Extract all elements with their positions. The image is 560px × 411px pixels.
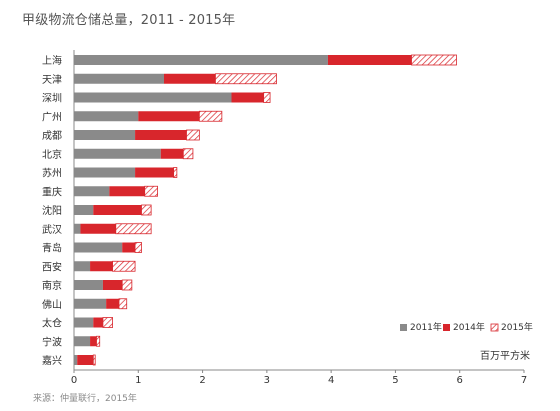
x-tick-label: 4: [328, 375, 334, 386]
x-tick-label: 2: [199, 375, 205, 386]
bar-2015: [182, 148, 194, 160]
bar-2011: [74, 355, 78, 365]
bar-2015: [198, 110, 223, 122]
category-label: 青岛: [42, 242, 62, 255]
bar-2015: [121, 279, 133, 291]
x-tick-label: 3: [264, 375, 270, 386]
bar-2015: [173, 167, 178, 178]
bar-2011: [74, 280, 103, 290]
bar-2011: [74, 186, 110, 197]
category-label: 北京: [42, 148, 62, 161]
bar-2011: [74, 205, 94, 215]
bar-2015: [141, 204, 152, 216]
bar-2014: [160, 148, 184, 159]
category-label: 嘉兴: [42, 354, 62, 367]
category-label: 广州: [42, 111, 62, 123]
bar-2014: [327, 55, 412, 65]
bar-2011: [74, 148, 161, 159]
category-label: 重庆: [42, 185, 62, 198]
bar-2011: [74, 55, 328, 65]
bar-2015: [411, 54, 457, 66]
bar-2015: [134, 242, 142, 253]
category-label: 太仓: [42, 317, 62, 330]
bar-2011: [74, 317, 94, 328]
x-tick-label: 0: [71, 375, 77, 386]
bar-2014: [90, 336, 97, 347]
category-label: 上海: [42, 54, 62, 67]
bar-2011: [74, 130, 136, 140]
x-tick-label: 7: [521, 375, 527, 386]
bar-2014: [93, 317, 103, 328]
bar-2014: [231, 92, 264, 103]
bar-2014: [90, 261, 113, 272]
legend-label-2014: 2014年: [453, 321, 485, 333]
bar-2014: [93, 205, 142, 215]
bars-group: [74, 54, 457, 366]
bar-2015: [144, 185, 158, 197]
category-label: 南京: [42, 279, 62, 292]
bar-2015: [102, 317, 113, 328]
bar-2011: [74, 223, 81, 234]
bar-2014: [138, 111, 200, 122]
category-label: 苏州: [42, 167, 62, 180]
category-label: 成都: [42, 130, 62, 142]
legend-label-2015: 2015年: [501, 321, 533, 333]
bar-2015: [112, 260, 136, 272]
legend: 2011年 2014年 2015年: [400, 321, 533, 333]
bar-2015: [118, 298, 128, 310]
category-label: 沈阳: [42, 204, 62, 217]
category-label: 佛山: [42, 298, 62, 311]
x-tick-label: 6: [457, 375, 463, 386]
bar-2014: [80, 223, 116, 234]
bar-2015: [263, 92, 271, 103]
category-label: 武汉: [42, 223, 62, 236]
bar-2011: [74, 73, 164, 84]
bar-2014: [164, 73, 216, 84]
bar-2014: [122, 242, 136, 253]
bar-2011: [74, 242, 123, 253]
bar-2011: [74, 167, 136, 178]
x-tick-label: 1: [135, 375, 141, 386]
category-label: 西安: [42, 260, 62, 273]
bar-2011: [74, 111, 139, 122]
bar-2015: [186, 129, 200, 141]
bar-2011: [74, 298, 107, 309]
category-label: 宁波: [42, 335, 62, 348]
bar-2014: [135, 167, 174, 178]
bar-2014: [102, 280, 123, 290]
bar-2014: [135, 130, 187, 140]
legend-swatch-2014: [443, 324, 450, 331]
x-axis: 0 1 2 3 4 5 6 7: [71, 50, 527, 386]
legend-label-2011: 2011年: [410, 321, 442, 333]
category-label: 天津: [42, 74, 62, 86]
legend-swatch-2015: [490, 323, 499, 332]
unit-label: 百万平方米: [480, 351, 530, 362]
x-tick-label: 5: [392, 375, 398, 386]
bar-2015: [215, 73, 277, 85]
bar-2014: [109, 186, 145, 197]
bar-2014: [77, 355, 94, 365]
bar-2015: [92, 354, 96, 366]
bar-2015: [115, 223, 152, 235]
bar-2014: [106, 298, 119, 309]
source-note: 来源：仲量联行，2015年: [33, 394, 137, 404]
bar-2011: [74, 92, 232, 103]
category-label: 深圳: [42, 93, 62, 105]
chart-title: 甲级物流仓储总量，2011 - 2015年: [22, 13, 236, 28]
bar-2011: [74, 261, 91, 272]
bar-2015: [96, 335, 101, 347]
legend-swatch-2011: [400, 324, 407, 331]
bar-2011: [74, 336, 91, 347]
